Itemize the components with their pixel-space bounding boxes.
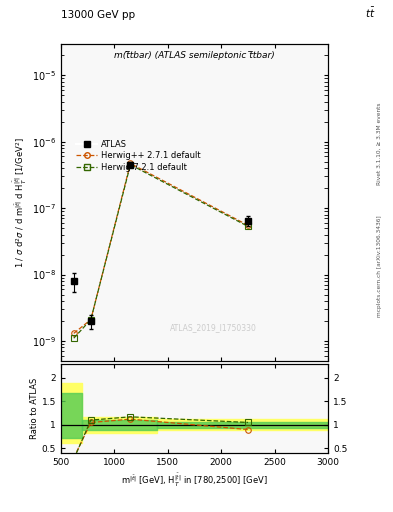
Y-axis label: 1 / $\sigma$ d$^2\sigma$ / d m$^{|\bar{t}|}$ d H$_T^{|\bar{t}|}$ [1/GeV$^2$]: 1 / $\sigma$ d$^2\sigma$ / d m$^{|\bar{t…	[12, 137, 29, 268]
X-axis label: m$^{|\bar{t}|}$ [GeV], H$_T^{|\bar{t}|}$ in [780,2500] [GeV]: m$^{|\bar{t}|}$ [GeV], H$_T^{|\bar{t}|}$…	[121, 471, 268, 488]
Text: ATLAS_2019_I1750330: ATLAS_2019_I1750330	[170, 324, 257, 332]
Text: Rivet 3.1.10, ≥ 3.3M events: Rivet 3.1.10, ≥ 3.3M events	[377, 102, 382, 185]
Text: mcplots.cern.ch [arXiv:1306.3436]: mcplots.cern.ch [arXiv:1306.3436]	[377, 216, 382, 317]
Text: $t\bar{t}$: $t\bar{t}$	[365, 6, 375, 20]
Y-axis label: Ratio to ATLAS: Ratio to ATLAS	[30, 378, 39, 439]
Text: m(t̅tbar) (ATLAS semileptonic t̅tbar): m(t̅tbar) (ATLAS semileptonic t̅tbar)	[114, 52, 275, 60]
Text: 13000 GeV pp: 13000 GeV pp	[61, 10, 135, 20]
Legend: ATLAS, Herwig++ 2.7.1 default, Herwig 7.2.1 default: ATLAS, Herwig++ 2.7.1 default, Herwig 7.…	[73, 137, 204, 175]
